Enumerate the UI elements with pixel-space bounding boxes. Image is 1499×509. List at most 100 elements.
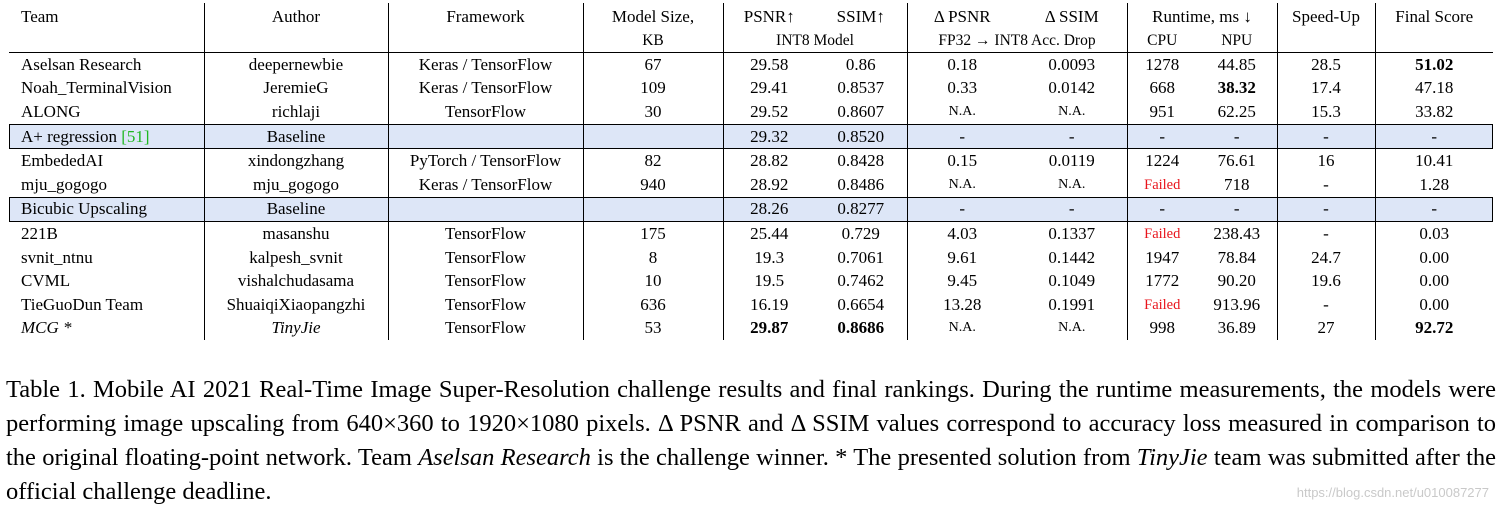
cell-dpsnr: N.A. [906,100,1017,125]
cell-team: A+ regression [51] [9,123,204,150]
cell-framework: TensorFlow [387,245,583,270]
cell-npu: 38.32 [1217,78,1256,98]
cell-size: 67 [582,51,723,77]
cell-dssim: - [1017,123,1127,150]
cell-author: xindongzhang [203,148,388,173]
table-row: TieGuoDun Team ShuaiqiXiaopangzhi TensorFl… [9,292,1493,317]
cell-npu: - [1197,123,1277,150]
table-row: ALONG richlaji TensorFlow 30 29.52 0.8607 N.A.… [9,100,1493,125]
cell-size: 82 [582,148,723,173]
caption-text-3: team was submitted after the official ch… [6,444,1497,505]
cell-psnr: 29.87 [722,316,815,341]
header-npu: NPU [1197,29,1277,53]
header-ssim: SSIM↑ [836,7,885,26]
cell-speedup: 28.5 [1276,51,1375,77]
cell-author: kalpesh_svnit [203,245,388,270]
cell-dpsnr: 9.61 [906,245,1017,270]
cell-dssim: 0.0142 [1048,78,1096,98]
cell-dpsnr: 13.28 [906,292,1017,317]
cell-score: 0.00 [1374,269,1493,293]
cell-dpsnr: 0.33 [906,76,1017,101]
cell-speedup: - [1276,221,1375,246]
cell-cpu: 951 [1126,100,1197,125]
caption-winner: Aselsan Research [418,444,591,471]
header-model-size-unit: KB [582,29,723,53]
cell-ssim: 0.8428 [837,151,885,171]
cell-framework: TensorFlow [387,100,583,125]
cell-score: 10.41 [1374,148,1493,173]
cell-cpu: 1224 [1126,148,1197,173]
cell-score: 47.18 [1374,76,1493,101]
header-acc-drop: FP32 → INT8 Acc. Drop [906,29,1127,53]
cell-ssim: 0.7061 [837,247,885,267]
cell-author: masanshu [203,221,388,246]
cell-cpu: - [1126,123,1197,150]
cell-speedup: 24.7 [1276,245,1375,270]
cell-size: 940 [582,172,723,198]
cell-author: ShuaiqiXiaopangzhi [203,292,388,317]
cell-dssim: - [1017,196,1127,223]
cell-dpsnr: 9.45 [906,269,1017,293]
header-int8-model: INT8 Model [722,29,907,53]
cell-score: 0.03 [1374,221,1493,246]
caption-text-1: Table 1. Mobile AI 2021 Real-Time Image … [6,376,1496,471]
cell-cpu: 1772 [1126,269,1197,293]
cell-author: JeremieG [203,76,388,101]
cell-npu: 718 [1224,174,1250,194]
cell-psnr: 19.5 [722,269,815,293]
cell-team: Aselsan Research [9,51,204,77]
cell-cpu: - [1126,196,1197,223]
cell-ssim: 0.6654 [837,294,885,314]
cell-team: mju_gogogo [21,174,107,194]
header-delta-ssim: Δ SSIM [1044,7,1099,26]
header-row-2: KB INT8 Model FP32 → INT8 Acc. Drop CPU … [9,29,1493,53]
cell-size: 8 [582,245,723,270]
cell-speedup: 27 [1276,316,1375,341]
cell-ssim: 0.8520 [815,123,907,150]
cell-speedup: 17.4 [1276,76,1375,101]
cell-author: mju_gogogo [203,172,388,198]
cell-ssim: 0.8277 [815,196,907,223]
cell-dssim: 0.0093 [1017,51,1127,77]
header-runtime: Runtime, ms ↓ [1126,3,1277,29]
cell-npu: 76.61 [1217,151,1256,171]
table-row: EmbededAI xindongzhang PyTorch / TensorFlo… [9,148,1493,173]
citation-link[interactable]: [51] [121,126,150,146]
cell-team: 221B [21,223,58,243]
cell-ssim: 0.86 [815,51,907,77]
cell-psnr: 28.92 [722,172,815,198]
cell-size [582,196,723,223]
cell-dssim: 0.1991 [1048,294,1096,314]
cell-npu: 44.85 [1197,51,1277,77]
table-row: A+ regression [51] Baseline 29.32 0.8520- - -… [9,123,1493,150]
cell-author: richlaji [203,100,388,125]
cell-speedup: 16 [1276,148,1375,173]
cell-dssim: 0.1442 [1048,247,1096,267]
cell-dssim: N.A. [1058,320,1086,336]
cell-team: svnit_ntnu [21,247,93,267]
caption-text-2: is the challenge winner. * The presented… [590,444,1137,471]
cell-speedup: - [1276,196,1375,223]
cell-framework: PyTorch / TensorFlow [387,148,583,173]
cell-psnr: 16.19 [722,292,815,317]
cell-psnr: 29.52 [722,100,815,125]
cell-dpsnr: N.A. [906,172,1017,198]
cell-score: - [1374,196,1493,223]
cell-dpsnr: 0.18 [906,51,1017,77]
cell-size: 175 [582,221,723,246]
cell-speedup: - [1276,172,1375,198]
cell-speedup: - [1276,292,1375,317]
cell-size: 30 [582,100,723,125]
cell-psnr: 29.41 [722,76,815,101]
header-author: Author [203,3,388,29]
cell-team: TieGuoDun Team [21,294,144,314]
cell-psnr: 28.82 [722,148,815,173]
header-cpu: CPU [1126,29,1197,53]
cell-ssim: 0.8537 [837,78,885,98]
cell-dssim: N.A. [1058,176,1086,192]
cell-psnr: 19.3 [722,245,815,270]
header-framework: Framework [387,3,583,29]
table-row: 221B masanshu TensorFlow 175 25.44 0.729 4.03 0… [9,221,1493,246]
cell-score: 92.72 [1374,316,1493,341]
cell-dssim: 0.1337 [1048,223,1096,243]
